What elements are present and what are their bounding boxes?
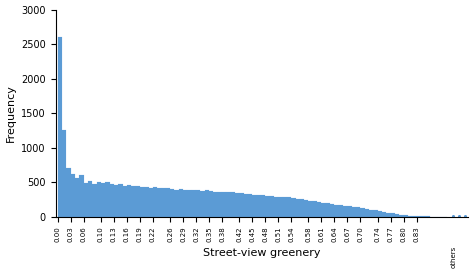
Bar bbox=[84, 183, 88, 217]
Bar bbox=[321, 203, 326, 217]
Bar bbox=[157, 188, 162, 217]
Bar bbox=[261, 195, 265, 217]
Bar bbox=[317, 202, 321, 217]
Bar bbox=[335, 205, 339, 217]
Bar bbox=[136, 186, 140, 217]
Bar bbox=[148, 188, 153, 217]
Bar bbox=[235, 193, 239, 217]
X-axis label: Street-view greenery: Street-view greenery bbox=[203, 248, 321, 258]
Bar bbox=[201, 191, 205, 217]
Bar bbox=[378, 211, 382, 217]
Bar bbox=[183, 190, 187, 217]
Bar bbox=[343, 206, 347, 217]
Bar bbox=[300, 199, 304, 217]
Bar bbox=[395, 214, 399, 217]
Bar bbox=[162, 188, 166, 217]
Bar bbox=[244, 194, 248, 217]
Bar bbox=[75, 178, 79, 217]
Bar bbox=[399, 215, 403, 217]
Bar bbox=[174, 190, 179, 217]
Bar bbox=[421, 216, 425, 217]
Bar bbox=[209, 191, 213, 217]
Bar bbox=[270, 196, 274, 217]
Bar bbox=[213, 192, 218, 217]
Bar bbox=[309, 201, 313, 217]
Bar bbox=[287, 197, 291, 217]
Bar bbox=[374, 210, 378, 217]
Bar bbox=[71, 174, 75, 217]
Bar bbox=[304, 200, 309, 217]
Bar bbox=[352, 207, 356, 217]
Bar bbox=[187, 190, 192, 217]
Bar bbox=[101, 183, 105, 217]
Bar bbox=[218, 192, 222, 217]
Bar bbox=[109, 184, 114, 217]
Bar bbox=[369, 210, 374, 217]
Bar bbox=[265, 196, 270, 217]
Bar bbox=[278, 197, 283, 217]
Bar bbox=[88, 181, 92, 217]
Bar bbox=[291, 198, 295, 217]
Bar bbox=[382, 212, 386, 217]
Bar bbox=[97, 182, 101, 217]
Bar bbox=[330, 204, 335, 217]
Bar bbox=[231, 193, 235, 217]
Text: others: others bbox=[450, 246, 456, 268]
Bar bbox=[347, 206, 352, 217]
Bar bbox=[356, 207, 360, 217]
Bar bbox=[205, 190, 209, 217]
Bar bbox=[166, 188, 170, 217]
Bar bbox=[222, 193, 227, 217]
Bar bbox=[196, 190, 201, 217]
Bar bbox=[256, 195, 261, 217]
Bar bbox=[417, 216, 421, 217]
Bar bbox=[365, 209, 369, 217]
Bar bbox=[239, 193, 244, 217]
Bar bbox=[313, 201, 317, 217]
Bar bbox=[403, 215, 408, 217]
Bar bbox=[252, 195, 256, 217]
Bar bbox=[79, 175, 84, 217]
Bar bbox=[386, 213, 391, 217]
Bar bbox=[170, 189, 174, 217]
Bar bbox=[360, 208, 365, 217]
Bar bbox=[66, 168, 71, 217]
Bar bbox=[412, 216, 417, 217]
Bar bbox=[295, 199, 300, 217]
Bar bbox=[105, 182, 109, 217]
Bar bbox=[144, 187, 148, 217]
Bar bbox=[326, 203, 330, 217]
Bar bbox=[408, 216, 412, 217]
Bar bbox=[153, 187, 157, 217]
Bar bbox=[248, 194, 252, 217]
Bar bbox=[123, 185, 127, 217]
Bar bbox=[92, 184, 97, 217]
Y-axis label: Frequency: Frequency bbox=[6, 84, 16, 142]
Bar bbox=[58, 37, 62, 217]
Bar bbox=[274, 197, 278, 217]
Bar bbox=[192, 190, 196, 217]
Bar bbox=[118, 184, 123, 217]
Bar bbox=[283, 197, 287, 217]
Bar bbox=[131, 186, 136, 217]
Bar bbox=[140, 187, 144, 217]
Bar bbox=[127, 185, 131, 217]
Bar bbox=[62, 130, 66, 217]
Bar bbox=[179, 189, 183, 217]
Bar bbox=[391, 213, 395, 217]
Bar bbox=[227, 192, 231, 217]
Bar bbox=[114, 185, 118, 217]
Bar bbox=[339, 205, 343, 217]
